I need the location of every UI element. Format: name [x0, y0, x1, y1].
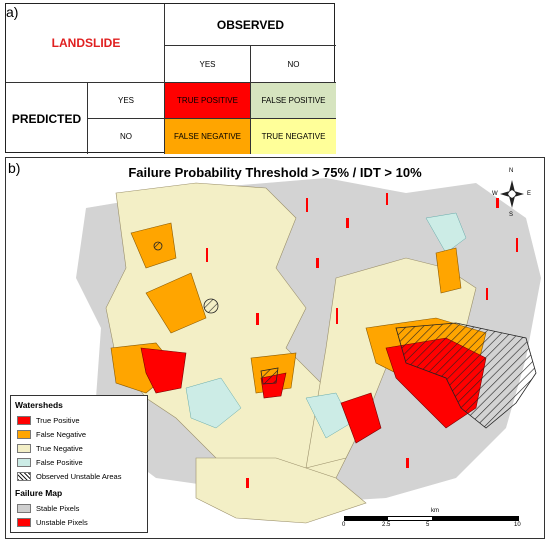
scale-tick-0: 0 — [342, 522, 346, 528]
predicted-no: NO — [87, 118, 165, 154]
watershed-true-negative-south — [195, 457, 367, 524]
legend-item: True Negative — [17, 444, 83, 453]
scale-bar — [344, 516, 519, 521]
watershed-false-positive-3 — [425, 212, 467, 254]
map-canvas — [66, 178, 541, 524]
predicted-label: PREDICTED — [11, 111, 82, 126]
scale-unit: km — [431, 508, 439, 514]
landslide-label: LANDSLIDE — [51, 36, 121, 50]
legend-item: False Negative — [17, 430, 86, 439]
false-negative-cell: FALSE NEGATIVE — [164, 118, 251, 154]
watershed-true-positive-4 — [340, 392, 382, 444]
predicted-yes: YES — [87, 82, 165, 119]
legend-watersheds-header: Watersheds — [15, 400, 63, 410]
map-legend: Watersheds True Positive False Negative … — [10, 395, 148, 533]
legend-swatch — [17, 472, 31, 481]
legend-swatch — [17, 518, 31, 527]
legend-failure-header: Failure Map — [15, 488, 63, 498]
observed-unstable-area-small-2 — [153, 241, 163, 251]
failure-map-panel: N S W E km 0 2.5 5 10 — [5, 157, 545, 539]
watershed-false-negative-1 — [130, 222, 177, 269]
observed-header: OBSERVED — [164, 4, 336, 46]
landslide-cell: LANDSLIDE — [6, 4, 166, 82]
confusion-matrix: LANDSLIDE OBSERVED YES NO PREDICTED YES … — [5, 3, 336, 154]
legend-item: True Positive — [17, 416, 80, 425]
scale-tick-5: 5 — [426, 522, 430, 528]
legend-item: Unstable Pixels — [17, 518, 88, 527]
observed-unstable-area-small — [203, 298, 219, 314]
compass-n: N — [509, 168, 514, 174]
legend-swatch — [17, 504, 31, 513]
compass-icon — [500, 180, 524, 208]
scale-tick-2-5: 2.5 — [382, 522, 391, 528]
compass-s: S — [509, 212, 514, 218]
legend-item: False Positive — [17, 458, 83, 467]
legend-item: Observed Unstable Areas — [17, 472, 121, 481]
true-positive-cell: TRUE POSITIVE — [164, 82, 251, 119]
scale-tick-10: 10 — [514, 522, 521, 528]
observed-label: OBSERVED — [216, 17, 285, 32]
observed-yes: YES — [164, 45, 251, 83]
watershed-true-positive-1 — [140, 347, 187, 394]
legend-swatch — [17, 444, 31, 453]
panel-b-label: b) — [8, 160, 21, 176]
false-positive-cell: FALSE POSITIVE — [250, 82, 336, 119]
true-negative-cell: TRUE NEGATIVE — [250, 118, 336, 154]
legend-swatch — [17, 430, 31, 439]
observed-unstable-area-small-3 — [260, 367, 279, 385]
watershed-false-positive — [185, 377, 242, 429]
legend-swatch — [17, 416, 31, 425]
compass-e: E — [527, 191, 532, 197]
predicted-header: PREDICTED — [6, 82, 88, 154]
legend-item: Stable Pixels — [17, 504, 79, 513]
observed-no: NO — [250, 45, 336, 83]
observed-unstable-areas — [395, 322, 537, 429]
watershed-false-negative-6 — [435, 247, 462, 294]
compass-w: W — [492, 191, 498, 197]
legend-swatch — [17, 458, 31, 467]
map-title: Failure Probability Threshold > 75% / ID… — [128, 165, 422, 180]
watershed-false-negative-2 — [145, 272, 207, 334]
panel-a-label: a) — [6, 4, 19, 20]
